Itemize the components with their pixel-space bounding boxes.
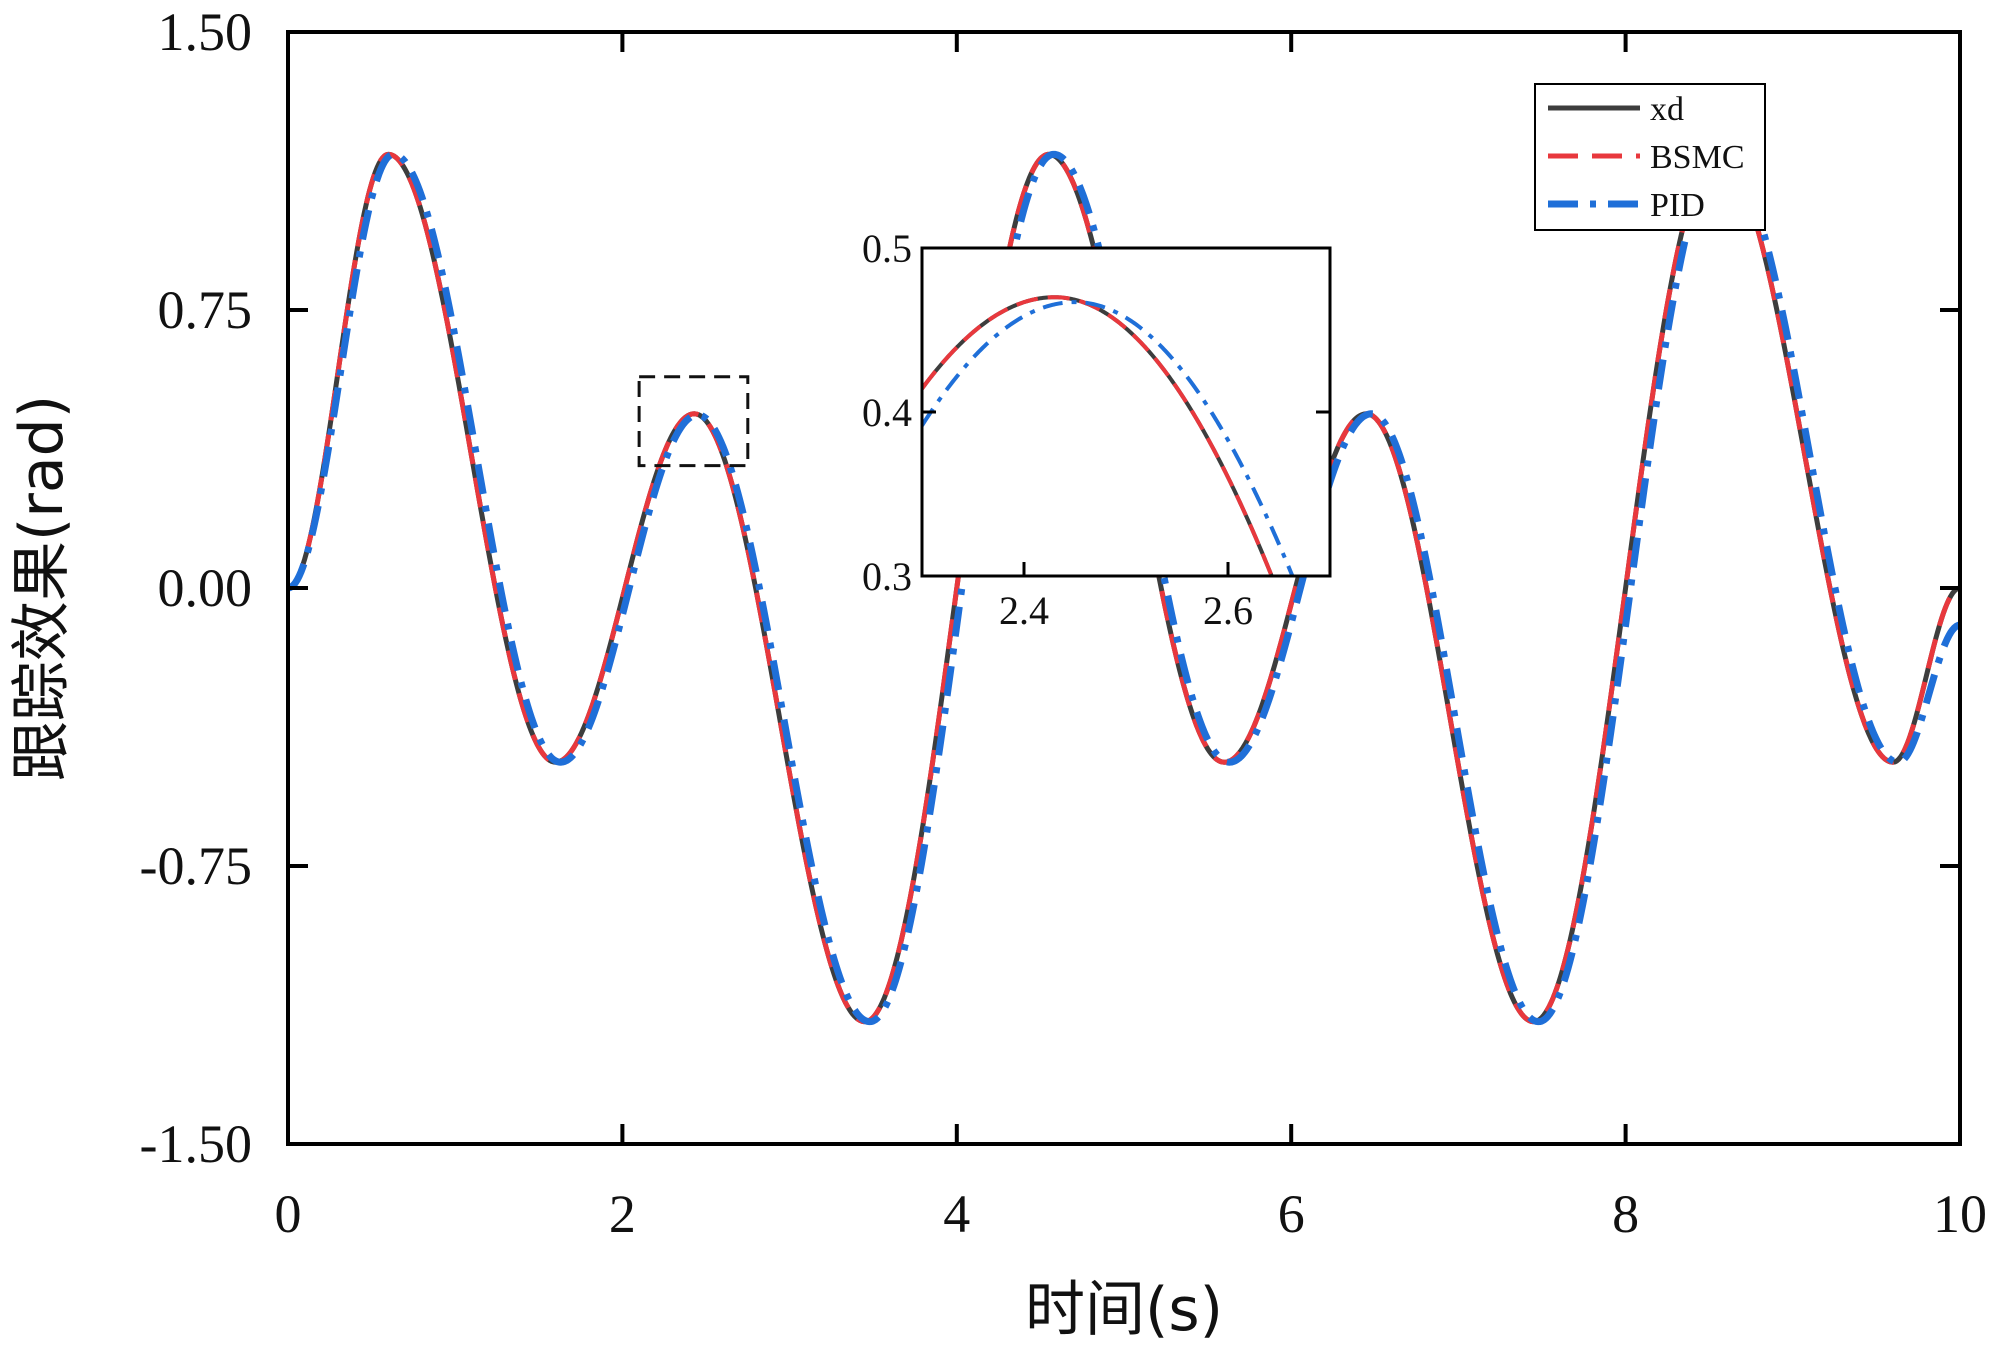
y-tick-label: 0.00 [158,558,253,618]
inset-x-tick-label: 2.4 [999,588,1049,633]
x-tick-label: 8 [1612,1184,1639,1244]
legend-label-bsmc: BSMC [1650,139,1745,176]
y-tick-label: -1.50 [140,1114,252,1174]
inset-series-line-pid [922,300,1295,576]
x-axis-title: 时间(s) [1025,1275,1223,1345]
inset-x-tick-label: 2.6 [1203,588,1253,633]
inset-y-tick-label: 0.4 [862,390,912,435]
inset-y-tick-label: 0.3 [862,554,912,599]
y-tick-label: -0.75 [140,836,252,896]
x-tick-label: 0 [275,1184,302,1244]
legend: xd BSMC PID [1534,83,1766,231]
y-tick-label: 1.50 [158,2,253,62]
inset-y-tick-label: 0.5 [862,226,912,271]
x-tick-label: 2 [609,1184,636,1244]
inset-y-axis: 0.5 0.4 0.3 [862,226,1330,599]
x-axis: 0 2 4 6 8 10 [275,32,1987,1244]
inset-background [922,248,1330,576]
legend-label-xd: xd [1650,91,1684,128]
y-tick-label: 0.75 [158,280,253,340]
legend-label-pid: PID [1650,187,1705,224]
x-tick-label: 10 [1933,1184,1987,1244]
y-axis: 1.50 0.75 0.00 -0.75 -1.50 [140,2,1960,1174]
inset-plot: 2.4 2.6 0.5 0.4 0.3 [862,226,1332,633]
y-axis-title: 跟踪效果(rad) [7,395,77,781]
x-tick-label: 4 [943,1184,970,1244]
x-tick-label: 6 [1278,1184,1305,1244]
inset-x-axis: 2.4 2.6 [999,562,1253,633]
inset-series-group [922,295,1295,576]
zoom-region-box [637,375,750,468]
inset-series-line-bsmc [922,295,1274,576]
